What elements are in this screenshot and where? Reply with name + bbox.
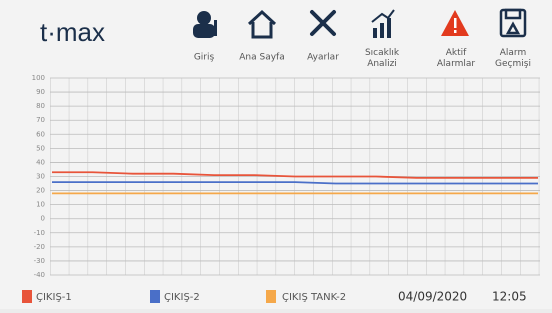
legend-swatch bbox=[150, 290, 160, 303]
nav-label[interactable]: Ayarlar bbox=[307, 53, 339, 63]
y-tick-label: 60 bbox=[36, 130, 45, 138]
legend-swatch bbox=[266, 290, 276, 303]
nav-label[interactable]: Ana Sayfa bbox=[239, 53, 284, 63]
nav-label[interactable]: Giriş bbox=[194, 53, 215, 63]
y-tick-label: -40 bbox=[34, 271, 45, 279]
page: t·max Giriş Ana Sayfa Ayarlar SıcaklıkAn… bbox=[0, 0, 552, 309]
y-tick-label: 10 bbox=[36, 201, 45, 209]
y-tick-label: 20 bbox=[36, 187, 45, 195]
logo: t·max bbox=[40, 17, 105, 47]
y-tick-label: 70 bbox=[36, 116, 45, 124]
legend-label: ÇIKIŞ-2 bbox=[164, 292, 200, 303]
y-tick-label: 40 bbox=[36, 158, 45, 166]
y-tick-label: 90 bbox=[36, 88, 45, 96]
legend-swatch bbox=[22, 290, 32, 303]
y-tick-label: -30 bbox=[34, 257, 45, 265]
y-tick-label: 30 bbox=[36, 173, 45, 181]
y-tick-label: 50 bbox=[36, 144, 45, 152]
legend-label: ÇIKIŞ-1 bbox=[36, 292, 72, 303]
legend-label: ÇIKIŞ TANK-2 bbox=[282, 292, 346, 303]
screen: t·max Giriş Ana Sayfa Ayarlar SıcaklıkAn… bbox=[0, 0, 552, 309]
y-tick-label: 100 bbox=[32, 74, 45, 82]
y-tick-label: -10 bbox=[34, 229, 45, 237]
date: 04/09/2020 bbox=[398, 290, 467, 304]
time: 12:05 bbox=[492, 290, 527, 304]
y-tick-label: 0 bbox=[41, 215, 45, 223]
y-tick-label: -20 bbox=[34, 243, 45, 251]
y-tick-label: 80 bbox=[36, 102, 45, 110]
